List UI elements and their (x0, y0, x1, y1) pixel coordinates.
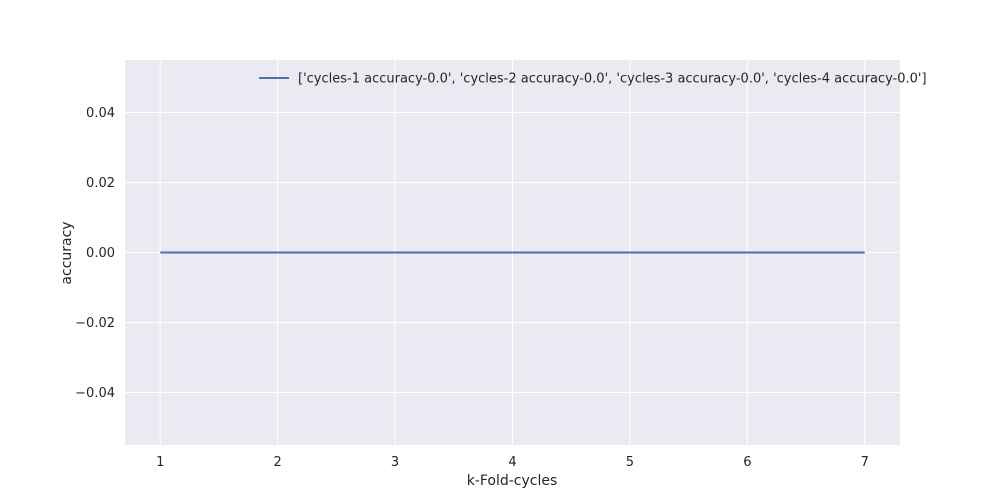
x-tick-label: 6 (743, 455, 751, 470)
y-tick-labels: 0.04 0.02 0.00 −0.02 −0.04 (75, 106, 115, 401)
y-tick-label: 0.04 (86, 106, 115, 121)
x-tick-label: 3 (391, 455, 399, 470)
y-tick-label: −0.04 (75, 386, 115, 401)
x-axis-label: k-Fold-cycles (467, 473, 558, 489)
x-tick-label: 4 (508, 455, 516, 470)
legend-label: ['cycles-1 accuracy-0.0', 'cycles-2 accu… (298, 72, 927, 87)
x-tick-label: 1 (156, 455, 164, 470)
x-tick-labels: 1 2 3 4 5 6 7 (156, 455, 869, 470)
legend: ['cycles-1 accuracy-0.0', 'cycles-2 accu… (259, 72, 927, 87)
y-tick-label: 0.02 (86, 176, 115, 191)
y-tick-label: −0.02 (75, 316, 115, 331)
x-tick-label: 5 (626, 455, 634, 470)
y-axis-label: accuracy (59, 221, 75, 284)
y-tick-label: 0.00 (86, 246, 115, 261)
x-tick-label: 2 (274, 455, 282, 470)
x-tick-label: 7 (861, 455, 869, 470)
